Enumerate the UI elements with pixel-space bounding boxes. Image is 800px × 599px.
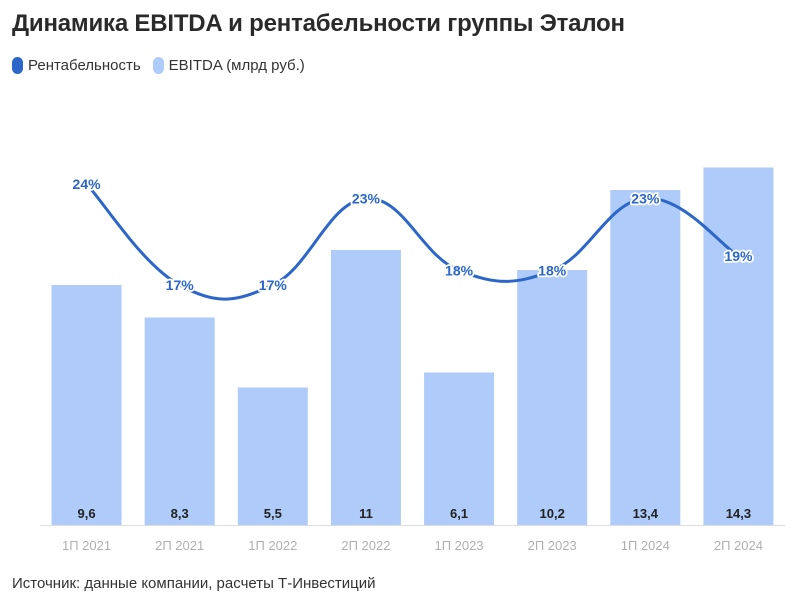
ebitda-bar (144, 317, 215, 525)
margin-point-label: 19% (724, 248, 753, 264)
ebitda-value-label: 13,4 (633, 506, 659, 521)
margin-point-label: 23% (631, 190, 660, 206)
margin-point-label: 17% (166, 277, 195, 293)
ebitda-bar (237, 387, 308, 525)
x-tick-label: 2П 2021 (155, 538, 204, 553)
margin-line (85, 182, 740, 301)
ebitda-bar (703, 167, 774, 525)
legend-label-margin: Рентабельность (28, 57, 141, 74)
ebitda-bar (51, 285, 122, 525)
ebitda-value-label: 5,5 (264, 506, 282, 521)
legend-swatch-ebitda (152, 57, 164, 74)
x-tick-label: 2П 2022 (341, 538, 390, 553)
ebitda-bar (517, 270, 588, 525)
x-tick-label: 2П 2024 (714, 538, 763, 553)
margin-point-label: 17% (259, 277, 288, 293)
ebitda-bar (610, 190, 681, 525)
ebitda-value-label: 8,3 (171, 506, 189, 521)
margin-point-label: 18% (445, 263, 474, 279)
x-tick-label: 1П 2023 (435, 538, 484, 553)
source-note: Источник: данные компании, расчеты Т-Инв… (12, 575, 376, 592)
x-tick-label: 1П 2024 (621, 538, 670, 553)
x-tick-label: 1П 2021 (62, 538, 111, 553)
ebitda-value-label: 10,2 (540, 506, 565, 521)
legend-item-ebitda: EBITDA (млрд руб.) (152, 57, 305, 74)
ebitda-value-label: 6,1 (450, 506, 468, 521)
ebitda-bar (424, 372, 495, 525)
x-tick-label: 2П 2023 (528, 538, 577, 553)
margin-point-label: 23% (352, 190, 381, 206)
ebitda-bar (330, 250, 401, 525)
margin-point-label: 18% (538, 263, 567, 279)
chart-title: Динамика EBITDA и рентабельности группы … (12, 10, 625, 37)
legend-item-margin: Рентабельность (12, 57, 141, 74)
ebitda-value-label: 11 (359, 506, 373, 521)
legend: Рентабельность EBITDA (млрд руб.) (12, 57, 317, 74)
legend-swatch-margin (12, 57, 23, 74)
ebitda-value-label: 14,3 (726, 506, 751, 521)
x-tick-label: 1П 2022 (248, 538, 297, 553)
margin-point-label: 24% (73, 176, 102, 192)
legend-label-ebitda: EBITDA (млрд руб.) (168, 57, 305, 74)
ebitda-value-label: 9,6 (78, 506, 96, 521)
